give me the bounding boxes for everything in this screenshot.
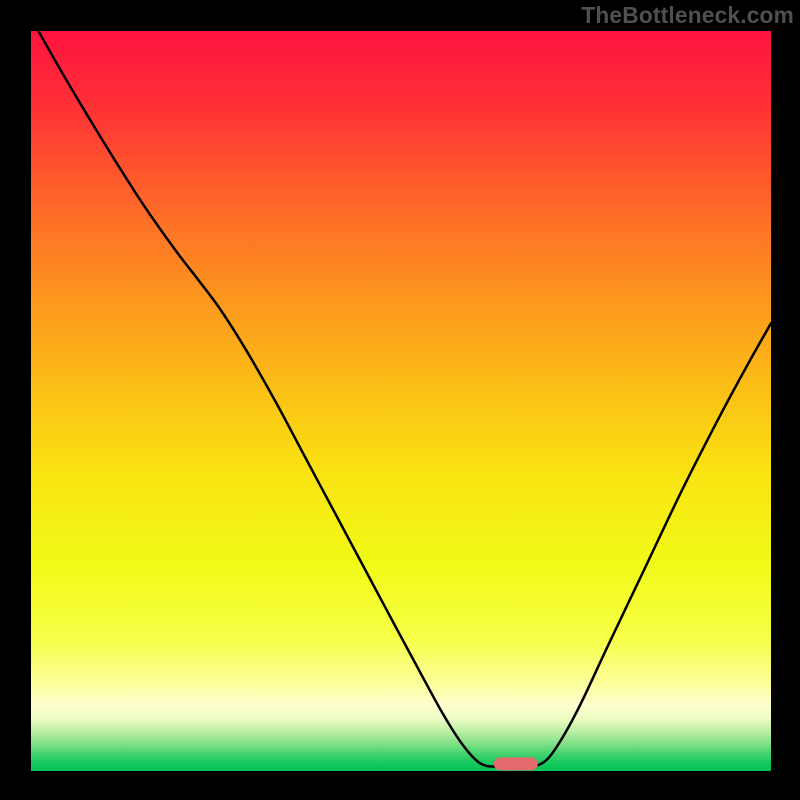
chart-frame: TheBottleneck.com: [0, 0, 800, 800]
optimum-marker: [493, 757, 537, 770]
bottleneck-curve: [31, 31, 771, 771]
curve-path: [38, 31, 771, 767]
watermark-text: TheBottleneck.com: [581, 2, 794, 29]
plot-area: [31, 31, 771, 771]
